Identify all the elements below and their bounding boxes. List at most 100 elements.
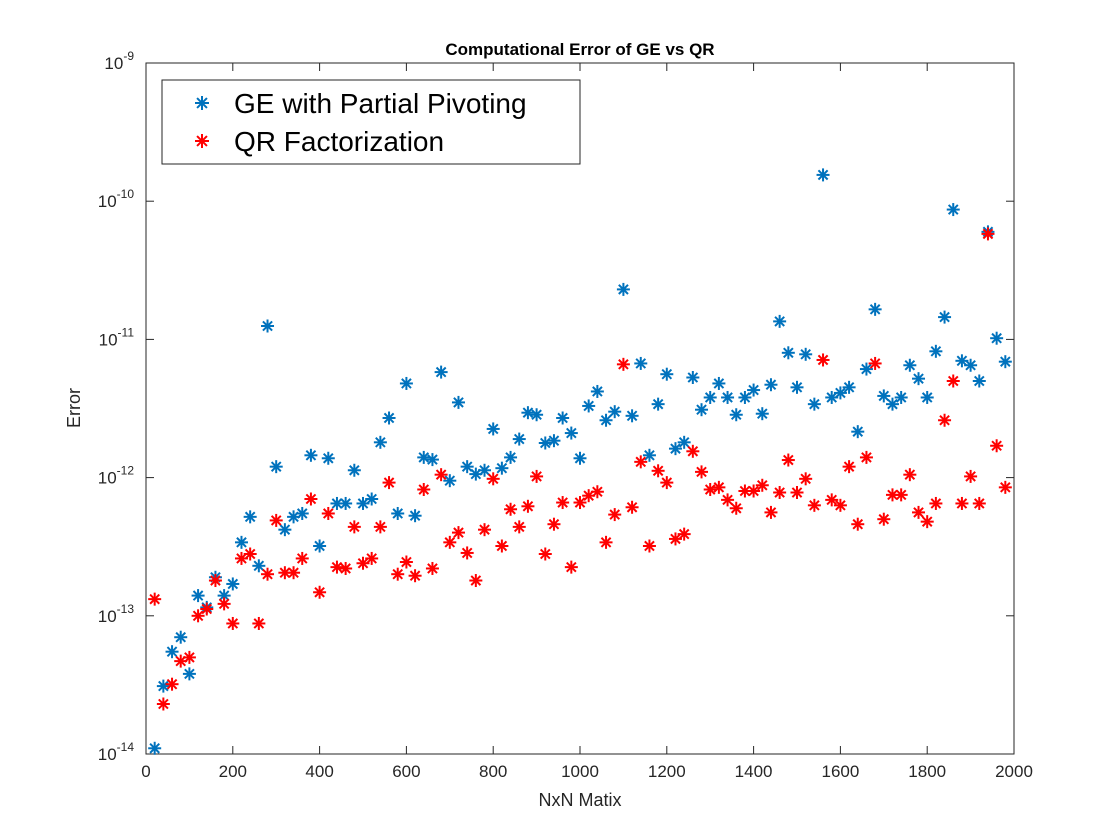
data-point [599, 535, 613, 549]
data-point [894, 488, 908, 502]
data-point [964, 469, 978, 483]
data-point [486, 472, 500, 486]
data-point [920, 390, 934, 404]
data-point [252, 559, 266, 573]
data-point [399, 376, 413, 390]
data-point [747, 484, 761, 498]
data-point [851, 425, 865, 439]
data-point [712, 376, 726, 390]
data-point [833, 498, 847, 512]
data-point [825, 493, 839, 507]
data-point [634, 356, 648, 370]
data-point [451, 395, 465, 409]
data-point [590, 485, 604, 499]
data-point [938, 413, 952, 427]
data-point [703, 483, 717, 497]
x-tick-label: 1600 [821, 762, 859, 781]
data-point [486, 422, 500, 436]
x-tick-label: 1400 [735, 762, 773, 781]
data-point [833, 386, 847, 400]
data-point [842, 460, 856, 474]
data-point [287, 566, 301, 580]
data-point [547, 434, 561, 448]
data-point [912, 505, 926, 519]
data-point [304, 492, 318, 506]
data-point [582, 399, 596, 413]
y-tick-label: 10-9 [104, 49, 134, 73]
data-point [573, 496, 587, 510]
data-point [538, 436, 552, 450]
y-tick-exponent: -12 [117, 464, 135, 478]
data-point [616, 357, 630, 371]
data-point [469, 574, 483, 588]
data-point [929, 344, 943, 358]
data-point [877, 512, 891, 526]
data-point [148, 592, 162, 606]
data-point [373, 435, 387, 449]
data-point [460, 546, 474, 560]
data-point [903, 468, 917, 482]
data-point [339, 496, 353, 510]
y-tick-label: 10-14 [98, 740, 135, 764]
data-point [998, 355, 1012, 369]
x-tick-label: 1200 [648, 762, 686, 781]
data-point [295, 551, 309, 565]
data-point [755, 407, 769, 421]
legend-label-qr: QR Factorization [234, 126, 444, 157]
data-point [495, 461, 509, 475]
data-point [573, 451, 587, 465]
x-tick-label: 1800 [908, 762, 946, 781]
data-point [330, 560, 344, 574]
data-point [964, 358, 978, 372]
data-point [530, 408, 544, 422]
data-point [261, 319, 275, 333]
data-point [677, 527, 691, 541]
data-point [182, 650, 196, 664]
data-point [200, 602, 214, 616]
data-point [495, 539, 509, 553]
data-point [504, 502, 518, 516]
data-point [347, 520, 361, 534]
data-point [530, 469, 544, 483]
legend-asterisk-qr [195, 134, 209, 148]
data-point [721, 493, 735, 507]
data-point [191, 609, 205, 623]
data-point [391, 506, 405, 520]
data-point [208, 574, 222, 588]
data-point [729, 408, 743, 422]
data-point [747, 383, 761, 397]
data-point [660, 367, 674, 381]
data-point [695, 465, 709, 479]
data-point [373, 520, 387, 534]
data-point [174, 630, 188, 644]
y-tick-base: 10 [98, 745, 117, 764]
data-point [304, 448, 318, 462]
data-point [191, 589, 205, 603]
plot-area [145, 62, 1015, 755]
data-point [478, 463, 492, 477]
data-point [695, 403, 709, 417]
x-tick-label: 800 [479, 762, 507, 781]
data-point [156, 679, 170, 693]
data-point [755, 478, 769, 492]
data-point [556, 411, 570, 425]
data-point [434, 468, 448, 482]
data-point [807, 397, 821, 411]
data-point [721, 390, 735, 404]
data-point [564, 560, 578, 574]
data-point [599, 413, 613, 427]
data-point [417, 450, 431, 464]
data-point [252, 616, 266, 630]
y-tick-label: 10-13 [98, 602, 135, 626]
data-point [703, 390, 717, 404]
x-tick-label: 2000 [995, 762, 1033, 781]
data-point [478, 523, 492, 537]
data-point [799, 472, 813, 486]
data-point [990, 439, 1004, 453]
data-point [425, 453, 439, 467]
data-point [738, 390, 752, 404]
y-tick-base: 10 [99, 330, 118, 349]
data-point [972, 374, 986, 388]
y-tick-exponent: -9 [123, 49, 134, 63]
data-point [686, 444, 700, 458]
